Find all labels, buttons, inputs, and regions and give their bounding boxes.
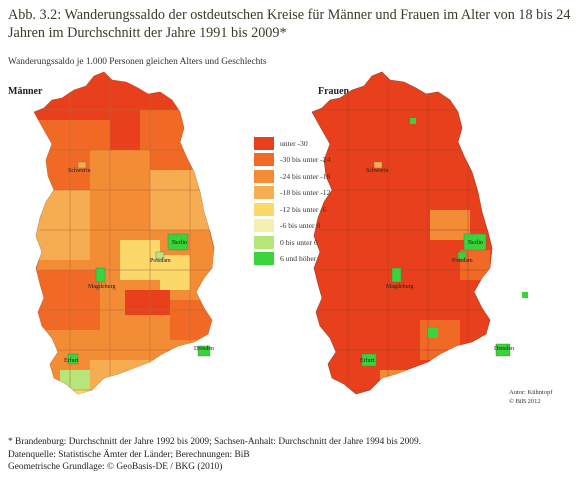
region-jena <box>60 370 90 394</box>
legend-swatch <box>254 219 274 233</box>
city-magdeburg: Magdeburg <box>88 284 116 290</box>
legend-item: 6 und höher <box>254 251 330 268</box>
legend-swatch <box>254 235 274 249</box>
copyright-line: © BiB 2012 <box>509 398 541 405</box>
region-leipzig-f <box>420 320 460 360</box>
map-label-frauen: Frauen <box>318 86 350 97</box>
footnote-brandenburg: * Brandenburg: Durchschnitt der Jahre 19… <box>8 437 422 447</box>
author-note: Autor: Kühntopf © BiB 2012 <box>509 388 553 406</box>
region-berlin-ring <box>430 210 470 240</box>
map-maenner: Schwerin Berlin Potsdam Magdeburg Erfurt… <box>33 71 215 395</box>
legend: unter -30 -30 bis unter -24 -24 bis unter … <box>254 135 330 267</box>
map-maenner-cities: Schwerin Berlin Potsdam Magdeburg Erfurt… <box>64 161 214 365</box>
region-teltow <box>160 255 190 290</box>
region-thueringen-south <box>34 390 110 394</box>
city-magdeburg-f: Magdeburg <box>386 284 414 290</box>
legend-label: -30 bis unter -24 <box>280 155 331 165</box>
legend-label: -18 bis unter -12 <box>280 188 331 198</box>
city-erfurt-f: Erfurt <box>360 357 375 364</box>
city-potsdam-f: Potsdam <box>452 258 473 264</box>
legend-label: unter -30 <box>280 138 308 148</box>
legend-label: -6 bis unter 0 <box>280 221 321 231</box>
figure-title: Abb. 3.2: Wanderungssaldo der ostdeutsch… <box>8 7 571 41</box>
footer-notes: * Brandenburg: Durchschnitt der Jahre 19… <box>8 436 421 474</box>
legend-item: -6 bis unter 0 <box>254 218 330 235</box>
legend-swatch <box>254 169 274 183</box>
footnote-geometrie: Geometrische Grundlage: © GeoBasis-DE / … <box>8 462 223 472</box>
city-berlin: Berlin <box>172 240 187 246</box>
city-berlin-f: Berlin <box>468 240 483 246</box>
legend-swatch <box>254 153 274 167</box>
region-harz <box>34 270 100 330</box>
city-potsdam: Potsdam <box>150 258 171 264</box>
region-wittenberg <box>125 290 170 315</box>
legend-label: -12 bis unter -6 <box>280 204 327 214</box>
region-thueringen-south-f <box>380 370 420 394</box>
map-label-maenner: Männer <box>8 86 43 97</box>
legend-swatch <box>254 202 274 216</box>
author-line: Autor: Kühntopf <box>509 389 553 396</box>
legend-item: 0 bis unter 6 <box>254 234 330 251</box>
legend-label: 6 und höher <box>280 254 317 264</box>
region-lausitz <box>170 300 214 340</box>
city-dresden: Dresden <box>194 346 214 352</box>
region-oder-spree <box>190 250 214 300</box>
region-brandenburg-east <box>150 170 214 230</box>
figure-subtitle: Wanderungssaldo je 1.000 Personen gleich… <box>8 57 267 67</box>
legend-label: 0 bis unter 6 <box>280 237 318 247</box>
region-altmark <box>34 190 90 260</box>
region-chemnitz <box>90 360 170 394</box>
legend-swatch <box>254 136 274 150</box>
region-potsdam-ring <box>120 240 160 280</box>
city-schwerin: Schwerin <box>68 168 91 174</box>
map-frauen-cities: Schwerin Berlin Potsdam Magdeburg Erfurt… <box>360 118 528 367</box>
footnote-datenquelle: Datenquelle: Statistische Ämter der Länd… <box>8 449 250 460</box>
map-frauen: Schwerin Berlin Potsdam Magdeburg Erfurt… <box>311 71 528 395</box>
city-erfurt: Erfurt <box>64 357 79 364</box>
legend-swatch <box>254 252 274 266</box>
legend-swatch <box>254 186 274 200</box>
legend-item: -30 bis unter -24 <box>254 152 330 169</box>
region-prignitz <box>90 150 150 200</box>
region-uckermark <box>140 110 214 170</box>
legend-item: unter -30 <box>254 135 330 152</box>
legend-label: -24 bis unter -18 <box>280 171 331 181</box>
city-schwerin-f: Schwerin <box>366 168 389 174</box>
legend-item: -24 bis unter -18 <box>254 168 330 185</box>
city-dresden-f: Dresden <box>494 346 514 352</box>
legend-item: -12 bis unter -6 <box>254 201 330 218</box>
legend-item: -18 bis unter -12 <box>254 185 330 202</box>
